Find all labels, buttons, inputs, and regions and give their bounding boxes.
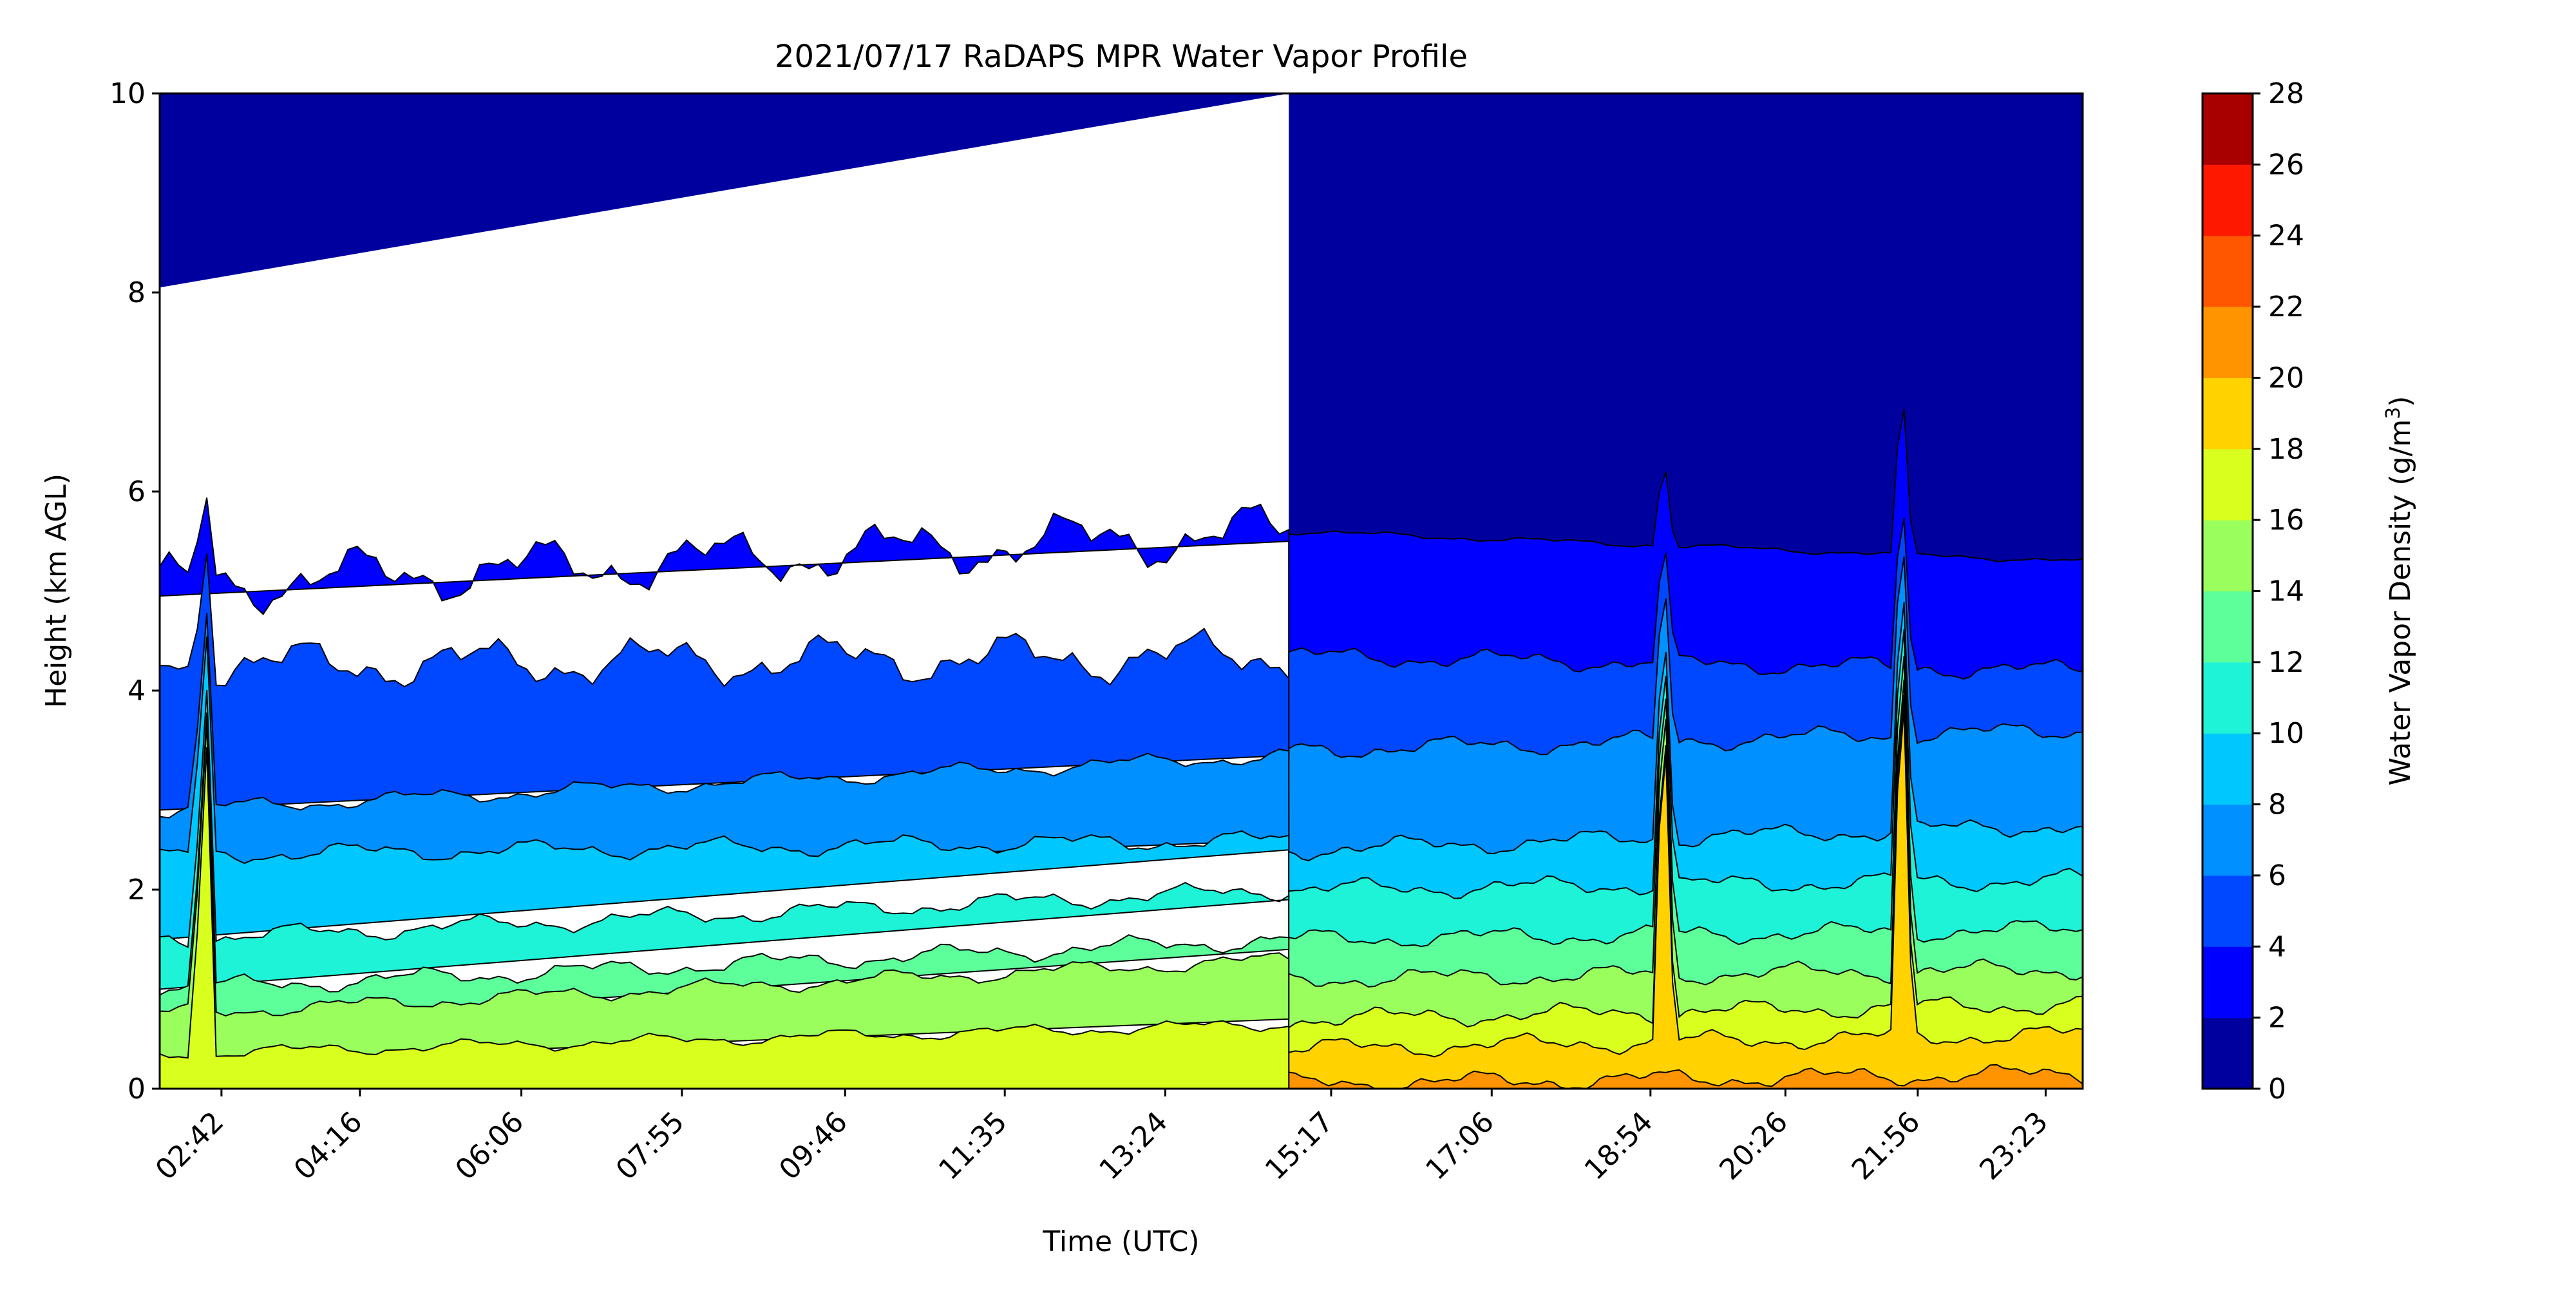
colorbar-segment-7 (2202, 520, 2253, 591)
colorbar-label-text: Water Vapor Density (g/m (2384, 419, 2417, 786)
left-block-band-8 (160, 747, 1290, 1089)
left-block-top-band (160, 93, 1289, 288)
left-block-band-3 (160, 613, 1290, 886)
colorbar-segment-1 (2202, 946, 2253, 1018)
colorbar-segment-8 (2202, 448, 2253, 521)
colorbar-label-end: ) (2384, 396, 2417, 407)
colorbar-tick-label-5: 10 (2268, 717, 2304, 750)
x-tick-label-8: 17:06 (1419, 1105, 1501, 1187)
y-tick-label-8: 8 (128, 276, 146, 309)
x-tick-label-6: 13:24 (1093, 1105, 1174, 1187)
x-axis: 02:42 04:16 06:06 07:55 09:46 11:35 13:24 15:17… (149, 1089, 2054, 1187)
colorbar-segment-5 (2202, 662, 2253, 734)
colorbar-segment-2 (2202, 875, 2253, 947)
colorbar-segment-9 (2202, 378, 2253, 450)
colorbar-tick-label-2: 4 (2268, 930, 2286, 963)
right-block-band-7 (1288, 679, 2083, 1089)
colorbar-tick-label-10: 20 (2268, 361, 2304, 394)
colorbar-tick-label-6: 12 (2268, 646, 2304, 679)
colorbar-segment-13 (2202, 93, 2253, 165)
y-axis: 0 2 4 6 8 10 (109, 77, 160, 1105)
colorbar-segment-6 (2202, 591, 2253, 663)
x-tick-label-4: 09:46 (773, 1105, 854, 1187)
colorbar-tick-label-7: 14 (2268, 575, 2304, 608)
x-tick-label-10: 20:26 (1713, 1105, 1794, 1187)
x-tick-label-5: 11:35 (933, 1105, 1014, 1187)
colorbar-tick-label-0: 0 (2268, 1073, 2286, 1105)
left-block-band-5 (160, 690, 1290, 990)
right-block-band-9 (1288, 708, 2083, 1089)
left-block-band-7 (160, 722, 1290, 1065)
colorbar-tick-label-1: 2 (2268, 1002, 2286, 1035)
x-tick-label-11: 21:56 (1846, 1105, 1927, 1187)
right-block-band-10 (1288, 1064, 2083, 1089)
plot-area (160, 93, 2083, 1089)
y-axis-label: Height (km AGL) (40, 473, 73, 708)
x-tick-label-7: 15:17 (1259, 1105, 1340, 1187)
y-tick-label-10: 10 (109, 77, 146, 110)
y-tick-label-0: 0 (128, 1073, 146, 1105)
colorbar-segment-10 (2202, 307, 2253, 378)
y-tick-label-6: 6 (128, 475, 146, 508)
colorbar-tick-label-13: 26 (2268, 148, 2304, 181)
colorbar-tick-label-8: 16 (2268, 504, 2304, 537)
plot-frame (158, 92, 2084, 1090)
colorbar-tick-label-3: 6 (2268, 859, 2286, 892)
colorbar-tick-label-14: 28 (2268, 77, 2304, 110)
x-tick-label-3: 07:55 (610, 1105, 691, 1187)
y-tick-label-4: 4 (128, 674, 146, 707)
left-block-band-2 (160, 553, 1290, 811)
colorbar-tick-label-12: 24 (2268, 220, 2304, 253)
x-tick-label-0: 02:42 (149, 1105, 231, 1187)
y-tick-label-2: 2 (128, 874, 146, 906)
colorbar-segment-3 (2202, 804, 2253, 876)
x-tick-label-12: 23:23 (1973, 1105, 2054, 1187)
colorbar-tick-label-11: 22 (2268, 291, 2304, 323)
x-tick-label-9: 18:54 (1578, 1105, 1660, 1187)
colorbar-segment-12 (2202, 164, 2253, 236)
left-block-band-1 (160, 497, 1290, 616)
chart-title: 2021/07/17 RaDAPS MPR Water Vapor Profil… (775, 39, 1468, 75)
colorbar-label: Water Vapor Density (g/m3) (2382, 396, 2417, 786)
colorbar-tick-label-9: 18 (2268, 433, 2304, 466)
left-block-band-6 (160, 712, 1290, 1030)
colorbar-label-superscript: 3 (2382, 407, 2405, 419)
x-tick-label-1: 04:16 (288, 1105, 369, 1187)
x-tick-label-2: 06:06 (449, 1105, 530, 1187)
colorbar-segment-11 (2202, 235, 2253, 307)
colorbar-tick-label-4: 8 (2268, 789, 2286, 821)
colorbar-segment-0 (2202, 1017, 2253, 1089)
x-axis-label: Time (UTC) (1042, 1225, 1199, 1258)
colorbar-segment-4 (2202, 733, 2253, 805)
left-block-band-4 (160, 636, 1290, 941)
